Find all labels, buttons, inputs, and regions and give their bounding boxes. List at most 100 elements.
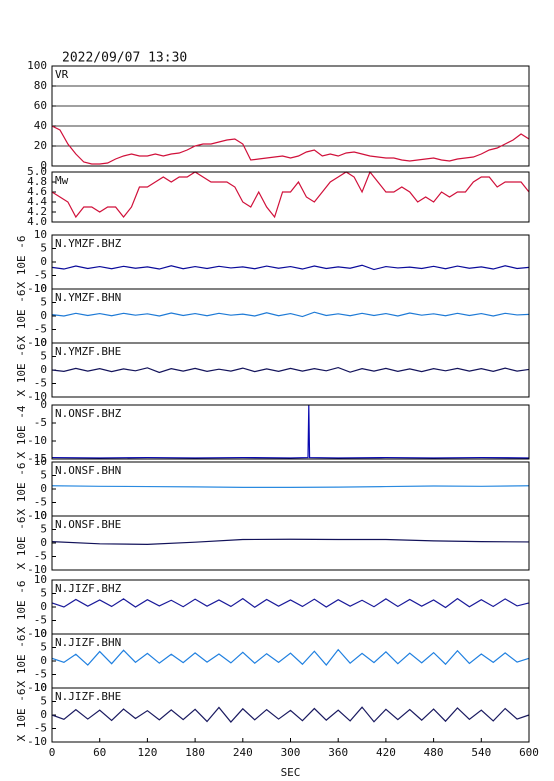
panel-frame	[51, 342, 530, 398]
x-tick-label: 540	[471, 746, 491, 759]
y-tick-label: 4.0	[27, 215, 47, 228]
panel-label: VR	[55, 68, 69, 81]
y-axis-label: X 10E -6	[15, 236, 28, 289]
x-tick-label: 120	[137, 746, 157, 759]
y-tick-label: 5	[40, 242, 47, 255]
y-tick-label: 0	[40, 482, 47, 495]
x-axis-label: SEC	[281, 766, 301, 779]
y-tick-label: 5	[40, 641, 47, 654]
y-tick-label: -10	[27, 563, 47, 576]
y-axis-label: X 10E -4	[15, 405, 28, 458]
y-tick-label: -10	[27, 627, 47, 640]
y-tick-label: -5	[34, 614, 47, 627]
y-tick-label: 10	[34, 573, 47, 586]
waveform-line	[51, 538, 530, 545]
waveform-line	[51, 404, 530, 459]
y-tick-label: -10	[27, 509, 47, 522]
x-tick-label: 240	[233, 746, 253, 759]
panel-frame	[51, 171, 530, 223]
y-tick-label: -5	[34, 323, 47, 336]
panel-label: N.JIZF.BHE	[55, 690, 121, 703]
panel-label: N.ONSF.BHN	[55, 464, 121, 477]
waveform-line	[51, 648, 530, 666]
y-tick-label: 5	[40, 523, 47, 536]
y-tick-label: 10	[34, 336, 47, 349]
panel-frame	[51, 234, 530, 290]
y-tick-label: -10	[27, 735, 47, 748]
y-axis-label: X 10E -6	[15, 290, 28, 343]
panel-label: N.YMZF.BHN	[55, 291, 121, 304]
y-tick-label: -5	[34, 722, 47, 735]
y-axis-label: X 10E -6	[15, 635, 28, 688]
y-tick-label: 0	[40, 654, 47, 667]
y-tick-label: 5.0	[27, 165, 47, 178]
y-tick-label: 10	[34, 282, 47, 295]
y-axis-label: X 10E -6	[15, 344, 28, 397]
waveform-line	[51, 366, 530, 374]
y-axis-label: X 10E -6	[15, 581, 28, 634]
y-tick-label: -15	[27, 452, 47, 465]
y-tick-label: -5	[34, 269, 47, 282]
y-tick-label: 5	[40, 587, 47, 600]
y-tick-label: 0	[40, 255, 47, 268]
y-tick-label: 60	[34, 99, 47, 112]
y-tick-label: 5	[40, 695, 47, 708]
y-tick-label: 5	[40, 350, 47, 363]
y-tick-label: -5	[34, 416, 47, 429]
y-tick-label: -5	[34, 668, 47, 681]
y-tick-label: 5	[40, 469, 47, 482]
y-tick-label: -10	[27, 282, 47, 295]
x-tick-label: 480	[424, 746, 444, 759]
y-tick-label: 0	[40, 600, 47, 613]
x-tick-label: 600	[519, 746, 539, 759]
y-tick-label: 10	[34, 509, 47, 522]
y-tick-label: 10	[34, 681, 47, 694]
x-tick-label: 360	[328, 746, 348, 759]
panel-frame	[51, 461, 530, 517]
x-tick-label: 0	[49, 746, 56, 759]
x-tick-label: 300	[281, 746, 301, 759]
panel-frame	[51, 633, 530, 689]
y-tick-label: 4.2	[27, 205, 47, 218]
y-tick-label: 20	[34, 139, 47, 152]
panel-frame	[51, 515, 530, 571]
y-tick-label: 0	[40, 363, 47, 376]
y-axis-label: X 10E -6	[15, 463, 28, 516]
waveform-line	[51, 264, 530, 271]
y-tick-label: 0	[40, 536, 47, 549]
waveform-line	[51, 597, 530, 609]
y-tick-label: 0	[40, 398, 47, 411]
y-tick-label: 4.6	[27, 185, 47, 198]
panel-label: N.JIZF.BHN	[55, 636, 121, 649]
waveform-line	[51, 706, 530, 723]
y-axis-label: X 10E -6	[15, 689, 28, 742]
panel-frame	[51, 687, 530, 743]
y-tick-label: 5	[40, 296, 47, 309]
panel-frame	[51, 404, 530, 460]
panel-label: N.JIZF.BHZ	[55, 582, 122, 595]
y-tick-label: -10	[27, 390, 47, 403]
panel-label: N.ONSF.BHE	[55, 518, 121, 531]
chart-title: 2022/09/07 13:30	[62, 51, 187, 66]
y-tick-label: -10	[27, 336, 47, 349]
panel-frame	[51, 65, 530, 167]
panel-label: Mw	[55, 174, 69, 187]
y-tick-label: 40	[34, 119, 47, 132]
y-tick-label: -5	[34, 377, 47, 390]
panel-label: N.ONSF.BHZ	[55, 407, 122, 420]
y-tick-label: 80	[34, 79, 47, 92]
y-tick-label: -10	[27, 681, 47, 694]
x-tick-label: 180	[185, 746, 205, 759]
y-axis-label: X 10E -6	[15, 517, 28, 570]
panel-frame	[51, 288, 530, 344]
waveform-line	[51, 311, 530, 318]
panel-label: N.YMZF.BHE	[55, 345, 121, 358]
y-tick-label: 4.8	[27, 175, 47, 188]
y-tick-label: 100	[27, 59, 47, 72]
y-tick-label: 0	[40, 708, 47, 721]
y-tick-label: 4.4	[27, 195, 47, 208]
y-tick-label: 10	[34, 228, 47, 241]
y-tick-label: 10	[34, 455, 47, 468]
x-tick-label: 420	[376, 746, 396, 759]
